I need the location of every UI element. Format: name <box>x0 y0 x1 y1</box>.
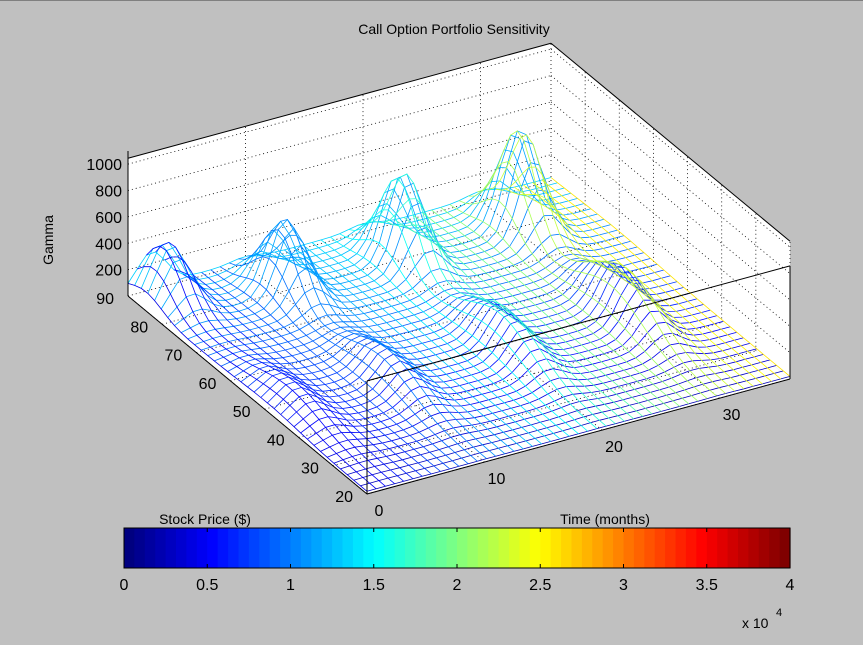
colorbar-swatch <box>238 528 249 568</box>
colorbar-swatch <box>676 528 687 568</box>
colorbar-swatch <box>280 528 291 568</box>
colorbar-exponent-base: x 10 <box>742 615 769 631</box>
z-tick-label: 1000 <box>86 157 122 174</box>
colorbar-swatch <box>655 528 666 568</box>
x-tick-label: 0 <box>375 503 384 520</box>
colorbar-swatch <box>634 528 645 568</box>
colorbar-swatch <box>176 528 187 568</box>
colorbar-swatch <box>696 528 707 568</box>
z-tick-label: 600 <box>95 210 122 227</box>
x-tick-label: 30 <box>723 407 741 424</box>
colorbar-swatch <box>759 528 770 568</box>
colorbar-swatch <box>311 528 322 568</box>
colorbar-swatch <box>228 528 239 568</box>
colorbar-swatch <box>780 528 791 568</box>
colorbar-tick-label: 3.5 <box>696 577 718 594</box>
colorbar-swatch <box>395 528 406 568</box>
colorbar-swatch <box>582 528 593 568</box>
y-tick-label: 30 <box>301 461 319 478</box>
colorbar-tick-label: 2.5 <box>529 577 551 594</box>
colorbar-tick-label: 0.5 <box>196 577 218 594</box>
colorbar-swatch <box>561 528 572 568</box>
colorbar-swatch <box>447 528 458 568</box>
colorbar-swatch <box>592 528 603 568</box>
y-axis-label: Stock Price ($) <box>159 511 251 527</box>
colorbar-swatch <box>644 528 655 568</box>
z-axis-label: Gamma <box>40 215 56 265</box>
y-tick-label: 50 <box>233 404 251 421</box>
colorbar-swatch <box>613 528 624 568</box>
colorbar-swatch <box>499 528 510 568</box>
colorbar-swatch <box>707 528 718 568</box>
colorbar-swatch <box>665 528 676 568</box>
colorbar-swatch <box>571 528 582 568</box>
colorbar-swatch <box>738 528 749 568</box>
colorbar-swatch <box>353 528 364 568</box>
colorbar-swatch <box>405 528 416 568</box>
colorbar-swatch <box>728 528 739 568</box>
colorbar-tick-label: 1.5 <box>363 577 385 594</box>
colorbar-tick-label: 0 <box>120 577 129 594</box>
colorbar-swatch <box>748 528 759 568</box>
colorbar-swatch <box>249 528 260 568</box>
colorbar-swatch <box>509 528 520 568</box>
colorbar-swatch <box>197 528 208 568</box>
colorbar-swatch <box>343 528 354 568</box>
colorbar-swatch <box>155 528 166 568</box>
colorbar-swatch <box>332 528 343 568</box>
colorbar-swatch <box>207 528 218 568</box>
y-tick-label: 20 <box>335 489 353 506</box>
colorbar-swatch <box>519 528 530 568</box>
colorbar-swatch <box>624 528 635 568</box>
colorbar-swatch <box>540 528 551 568</box>
colorbar-swatch <box>467 528 478 568</box>
colorbar-swatch <box>384 528 395 568</box>
colorbar-swatch <box>166 528 177 568</box>
colorbar-swatch <box>322 528 333 568</box>
y-tick-label: 60 <box>199 376 217 393</box>
colorbar-swatch <box>551 528 562 568</box>
chart-title: Call Option Portfolio Sensitivity <box>358 21 549 37</box>
x-tick-label: 20 <box>605 439 623 456</box>
colorbar-swatch <box>124 528 135 568</box>
colorbar-tick-label: 2 <box>453 577 462 594</box>
colorbar-tick-label: 1 <box>286 577 295 594</box>
colorbar-swatch <box>769 528 780 568</box>
figure-border <box>0 0 863 1</box>
colorbar-tick-label: 4 <box>786 577 795 594</box>
colorbar-swatch <box>270 528 281 568</box>
colorbar-swatch <box>478 528 489 568</box>
x-tick-label: 10 <box>488 471 506 488</box>
colorbar-swatch <box>488 528 499 568</box>
colorbar-swatch <box>186 528 197 568</box>
colorbar-tick-label: 3 <box>619 577 628 594</box>
colorbar-swatch <box>415 528 426 568</box>
colorbar-swatch <box>301 528 312 568</box>
colorbar-exponent: 4 <box>776 607 782 619</box>
y-tick-label: 80 <box>130 319 148 336</box>
z-tick-label: 200 <box>95 263 122 280</box>
colorbar-swatch <box>363 528 374 568</box>
y-tick-label: 70 <box>164 348 182 365</box>
colorbar-swatch <box>717 528 728 568</box>
z-tick-label: 800 <box>95 184 122 201</box>
colorbar-swatch <box>686 528 697 568</box>
z-tick-label: 400 <box>95 236 122 253</box>
colorbar-swatch <box>530 528 541 568</box>
colorbar-swatch <box>259 528 270 568</box>
colorbar-swatch <box>134 528 145 568</box>
x-axis-label: Time (months) <box>560 511 650 527</box>
y-tick-label: 40 <box>267 432 285 449</box>
y-tick-label: 90 <box>96 291 114 308</box>
colorbar-swatch <box>145 528 156 568</box>
colorbar-swatch <box>218 528 229 568</box>
colorbar-swatch <box>436 528 447 568</box>
colorbar-swatch <box>291 528 302 568</box>
colorbar-swatch <box>374 528 385 568</box>
colorbar-swatch <box>426 528 437 568</box>
colorbar-swatch <box>457 528 468 568</box>
colorbar-swatch <box>603 528 614 568</box>
